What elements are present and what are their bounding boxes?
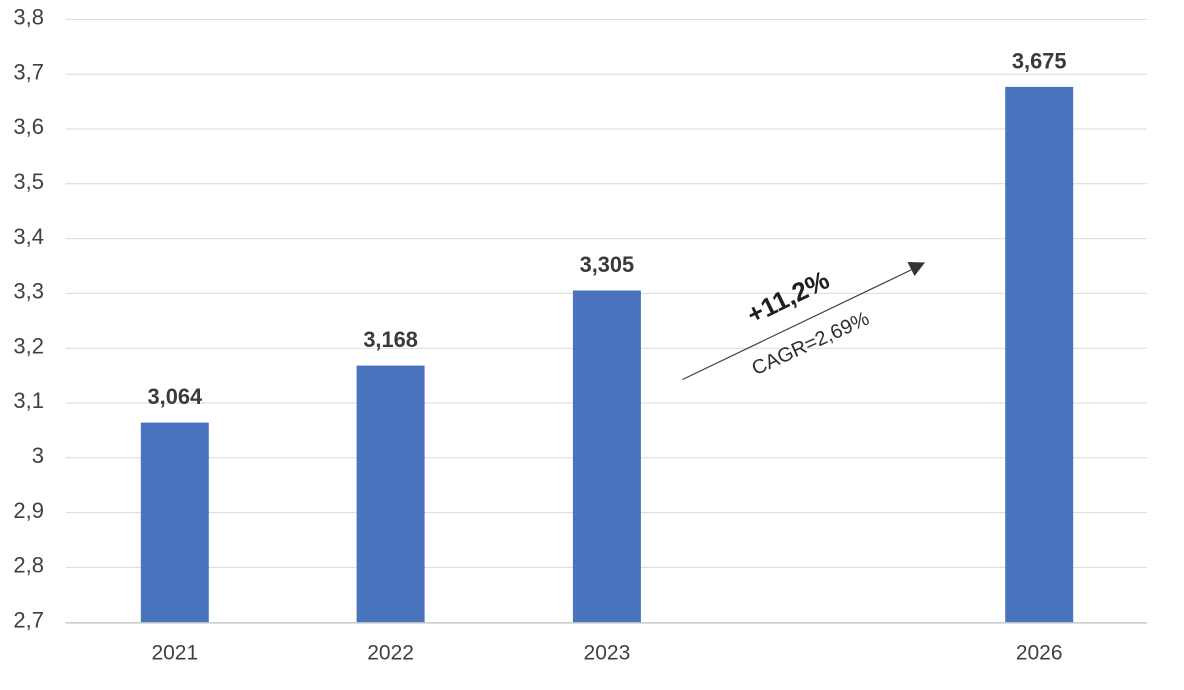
svg-text:3,8: 3,8 [13, 5, 44, 30]
svg-text:3,3: 3,3 [13, 279, 44, 304]
svg-text:2023: 2023 [584, 642, 631, 665]
svg-text:3,2: 3,2 [13, 333, 44, 358]
svg-text:2,8: 2,8 [13, 553, 44, 578]
svg-text:3: 3 [32, 443, 44, 468]
svg-text:2,7: 2,7 [13, 607, 44, 632]
svg-text:3,305: 3,305 [580, 252, 635, 277]
svg-text:2021: 2021 [151, 642, 198, 665]
svg-text:3,7: 3,7 [13, 59, 44, 84]
svg-text:3,675: 3,675 [1012, 48, 1067, 73]
svg-text:3,168: 3,168 [363, 327, 418, 352]
svg-text:3,5: 3,5 [13, 169, 44, 194]
svg-text:3,1: 3,1 [13, 388, 44, 413]
svg-text:2026: 2026 [1016, 642, 1063, 665]
svg-text:3,4: 3,4 [13, 224, 44, 249]
svg-text:3,6: 3,6 [13, 114, 44, 139]
svg-text:2022: 2022 [367, 642, 414, 665]
svg-text:2,9: 2,9 [13, 498, 44, 523]
svg-text:3,064: 3,064 [148, 384, 203, 409]
